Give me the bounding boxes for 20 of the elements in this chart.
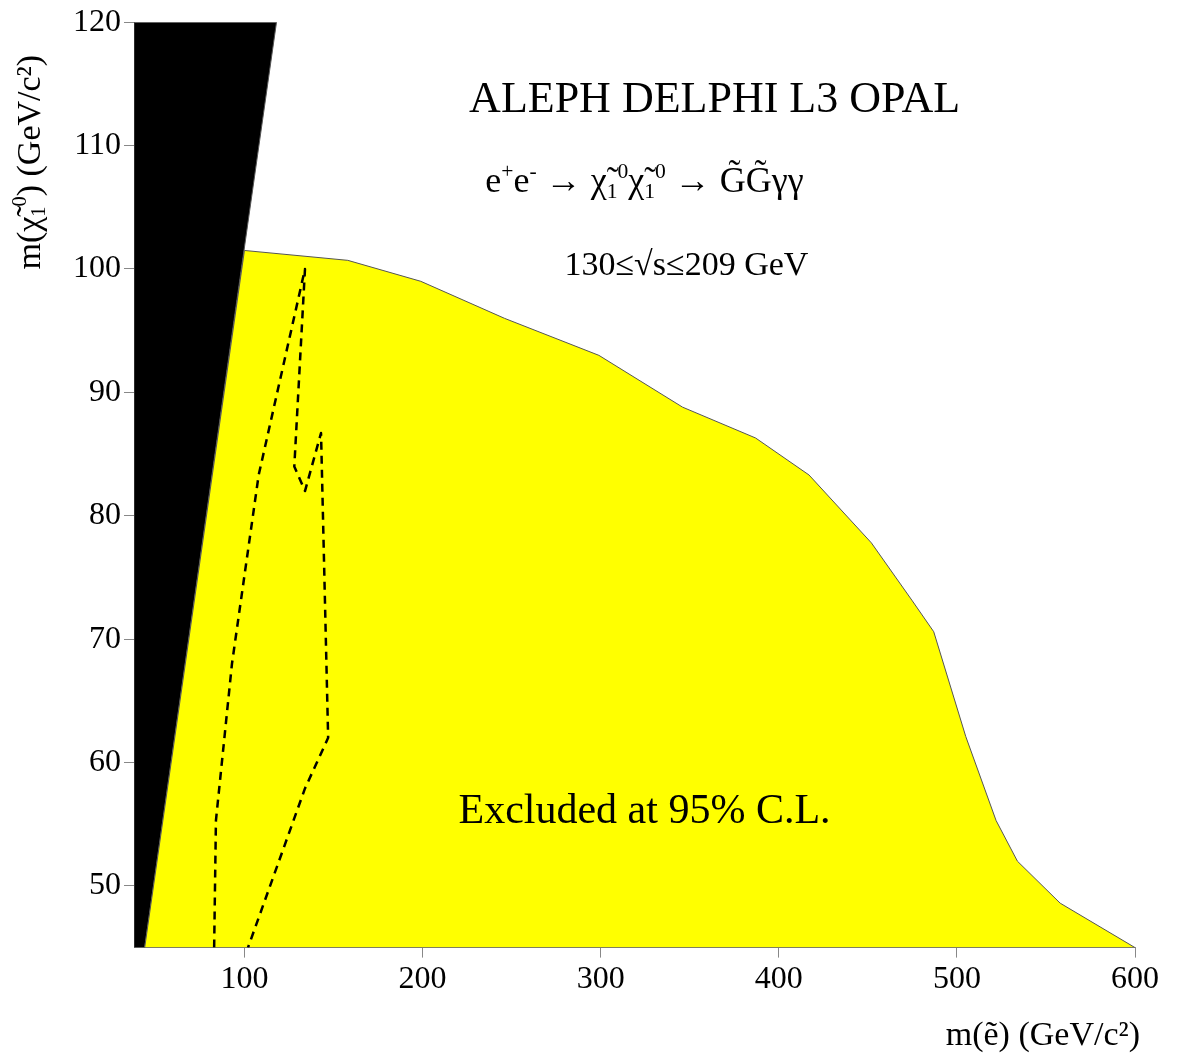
y-tick-label: 70	[89, 618, 121, 655]
line-series	[212, 267, 330, 948]
annotation: Excluded at 95% C.L.	[458, 786, 831, 833]
x-tick-label: 400	[754, 959, 803, 996]
y-tick-label: 80	[89, 495, 121, 532]
x-tick-label: 500	[932, 959, 981, 996]
y-tick-label: 120	[73, 1, 121, 38]
y-tick-label: 50	[89, 865, 121, 902]
x-axis-title: m(ẽ) (GeV/c²)	[945, 1015, 1141, 1053]
y-axis-title: m(χ̃10) (GeV/c²)	[8, 54, 50, 270]
x-tick-label: 600	[1111, 959, 1159, 996]
x-tick-label: 200	[398, 959, 447, 996]
x-tick-label: 300	[576, 959, 625, 996]
y-tick-label: 90	[89, 371, 121, 408]
y-tick-label: 60	[89, 741, 121, 778]
annotation: 130≤√s≤209 GeV	[564, 244, 809, 282]
annotation: ALEPH DELPHI L3 OPAL	[469, 72, 961, 122]
y-tick-label: 110	[74, 124, 121, 161]
x-tick-label: 100	[220, 959, 269, 996]
y-tick-label: 100	[73, 248, 121, 285]
